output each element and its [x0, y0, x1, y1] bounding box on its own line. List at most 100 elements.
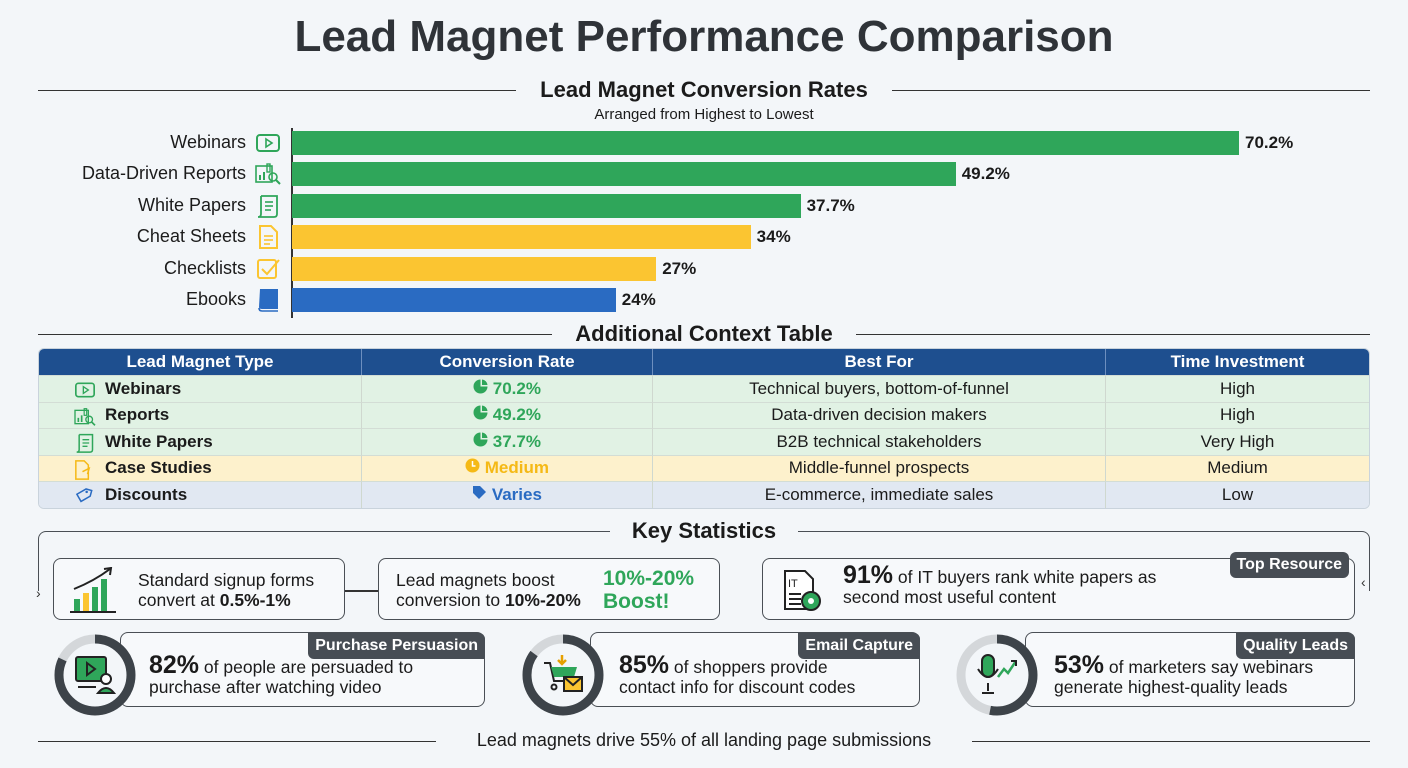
y-axis [291, 128, 293, 318]
table-row: Discounts Varies E-commerce, immediate s… [39, 481, 1369, 508]
bar-value-label: 34% [756, 227, 791, 247]
cell-type: Reports [105, 405, 170, 425]
cell-best-for: E-commerce, immediate sales [653, 481, 1106, 508]
col-header: Best For [653, 349, 1106, 375]
cell-rate: 70.2% [492, 378, 541, 398]
cell-rate: 49.2% [492, 405, 541, 425]
cell-time: Medium [1106, 454, 1369, 481]
cell-rate: 37.7% [492, 431, 541, 451]
stat-value: 82% [149, 651, 200, 679]
cell-time: High [1106, 375, 1369, 402]
bar-label: Webinars [170, 132, 246, 152]
bar-value-label: 27% [662, 258, 697, 278]
pie-chart-icon [473, 432, 488, 447]
cell-best-for: Middle-funnel prospects [653, 454, 1106, 481]
progress-ring-fill [54, 634, 136, 716]
svg-text:IT: IT [788, 578, 798, 590]
table-row: Reports 49.2% Data-driven decision maker… [39, 401, 1369, 428]
bar [292, 131, 1239, 155]
table-row: Case Studies Medium Middle-funnel prospe… [39, 454, 1369, 481]
progress-ring [522, 634, 604, 716]
stat-card: 53% of marketers say webinars generate hi… [1025, 632, 1355, 707]
tag-icon [473, 485, 487, 499]
stat-text: of IT buyers rank white papers as [893, 567, 1157, 587]
video-play-icon [256, 134, 280, 152]
video-presenter-icon [75, 656, 117, 694]
book-icon [258, 289, 278, 312]
stat-text: generate highest-quality leads [1054, 677, 1288, 697]
stat-card-signup: Standard signup forms convert at 0.5%-1% [53, 558, 345, 620]
bar-label: White Papers [137, 194, 246, 215]
tag-badge: Purchase Persuasion [308, 633, 485, 659]
tag-badge: Email Capture [798, 633, 920, 659]
page-title: Lead Magnet Performance Comparison [294, 12, 1114, 61]
bar [292, 162, 956, 187]
arrow-connector [345, 590, 378, 592]
table-row: White Papers 37.7% B2B technical stakeho… [39, 428, 1369, 455]
arrow-left-icon: ‹ [1361, 574, 1366, 590]
stat-value: 0.5%-1% [219, 590, 291, 610]
microphone-growth-icon [977, 654, 1018, 694]
stat-value: 53% [1054, 651, 1105, 679]
bar-label: Data-Driven Reports [81, 163, 246, 184]
cell-rate: Varies [491, 484, 542, 504]
bar [292, 288, 616, 312]
cell-type: Discounts [105, 484, 188, 504]
bar [292, 225, 751, 250]
boost-highlight: 10%-20% [603, 567, 695, 590]
col-header: Conversion Rate [362, 349, 653, 375]
pie-chart-icon [473, 379, 488, 394]
stat-card-it-buyers: IT 91% of IT buyers rank white papers as… [762, 552, 1355, 620]
stat-card: 85% of shoppers provide contact info for … [590, 632, 920, 707]
cell-time: Very High [1106, 428, 1369, 455]
cell-time: High [1106, 401, 1369, 428]
stat-card-boost: Lead magnets boost conversion to 10%-20% … [378, 558, 720, 620]
stat-value: 91% [843, 561, 894, 589]
col-header: Lead Magnet Type [39, 349, 362, 375]
cell-type: Webinars [105, 378, 182, 398]
it-document-gear-icon: IT [784, 570, 821, 611]
stat-value: 10%-20% [504, 590, 581, 610]
bar-value-label: 49.2% [961, 164, 1010, 184]
stat-text: Lead magnets boost [396, 570, 555, 590]
stat-text: of shoppers provide [669, 657, 828, 677]
tag-badge: Top Resource [1229, 552, 1349, 578]
bar-label: Checklists [163, 257, 246, 278]
cell-best-for: Data-driven decision makers [653, 401, 1106, 428]
progress-ring-fill [956, 634, 1038, 716]
pie-chart-icon [473, 405, 488, 420]
stat-text: purchase after watching video [149, 677, 382, 697]
bar-value-label: 24% [621, 290, 656, 309]
stat-text: of marketers say webinars [1104, 657, 1314, 677]
scroll-document-icon [76, 433, 94, 453]
cell-best-for: Technical buyers, bottom-of-funnel [653, 375, 1106, 402]
stat-text: second most useful content [843, 587, 1057, 607]
cell-type: Case Studies [105, 458, 212, 478]
bar [292, 193, 801, 218]
clock-icon [465, 458, 480, 473]
table-title: Additional Context Table [552, 321, 856, 347]
report-magnifier-icon [255, 163, 281, 186]
cell-time: Low [1106, 481, 1369, 508]
cell-rate: Medium [484, 458, 549, 478]
bar-label: Cheat Sheets [136, 226, 246, 247]
checkbox-icon [257, 258, 280, 279]
document-icon [259, 225, 278, 250]
stats-title: Key Statistics [610, 518, 798, 544]
scroll-document-icon [257, 194, 278, 218]
video-play-icon [75, 382, 95, 398]
footer-note: Lead magnets drive 55% of all landing pa… [436, 730, 972, 751]
stat-text: contact info for discount codes [619, 677, 856, 697]
case-study-icon [75, 459, 91, 480]
bar-value-label: 70.2% [1245, 133, 1294, 152]
boost-highlight: Boost! [603, 590, 670, 613]
stat-value: 85% [619, 651, 670, 679]
growth-chart-icon [70, 567, 116, 613]
report-magnifier-icon [74, 407, 96, 426]
price-tag-icon [75, 488, 93, 503]
col-header: Time Investment [1106, 349, 1369, 375]
stat-text: convert at [138, 590, 220, 610]
chart-subtitle: Arranged from Highest to Lowest [594, 106, 814, 123]
table-row: Webinars 70.2% Technical buyers, bottom-… [39, 375, 1369, 402]
bar-value-label: 37.7% [806, 195, 855, 215]
